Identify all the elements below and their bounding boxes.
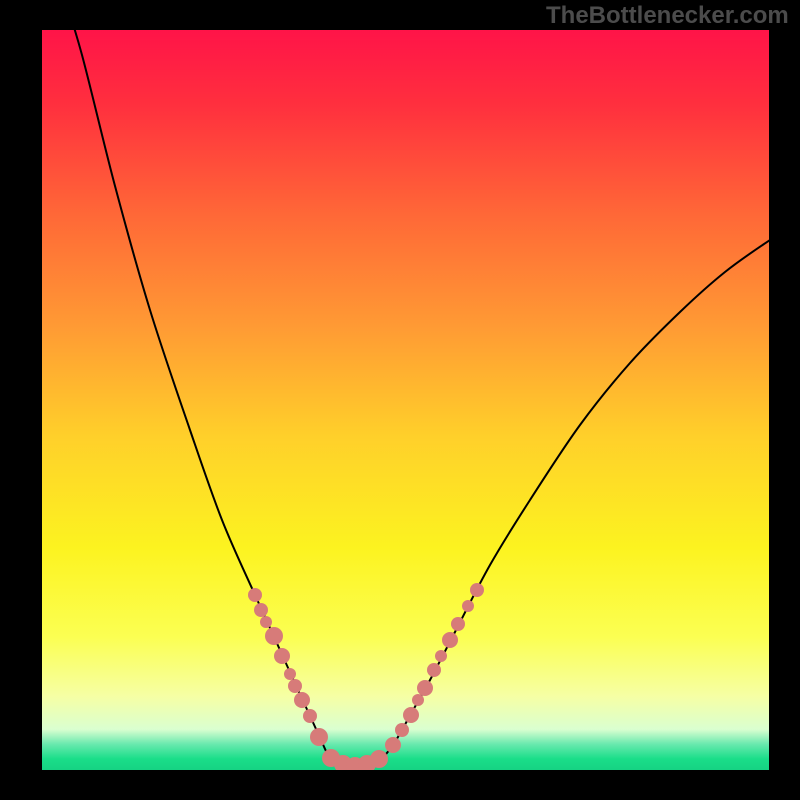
data-marker — [254, 603, 268, 617]
data-marker — [417, 680, 433, 696]
data-marker — [288, 679, 302, 693]
data-markers — [248, 583, 484, 775]
data-marker — [412, 694, 424, 706]
data-marker — [294, 692, 310, 708]
data-marker — [248, 588, 262, 602]
data-marker — [435, 650, 447, 662]
data-marker — [370, 750, 388, 768]
chart-container: TheBottlenecker.com — [0, 0, 800, 800]
data-marker — [385, 737, 401, 753]
data-marker — [462, 600, 474, 612]
data-marker — [303, 709, 317, 723]
data-marker — [310, 728, 328, 746]
v-curve-line — [62, 0, 800, 766]
data-marker — [442, 632, 458, 648]
data-marker — [470, 583, 484, 597]
data-marker — [265, 627, 283, 645]
data-marker — [260, 616, 272, 628]
data-marker — [284, 668, 296, 680]
curve-overlay — [0, 0, 800, 800]
data-marker — [451, 617, 465, 631]
data-marker — [403, 707, 419, 723]
data-marker — [274, 648, 290, 664]
data-marker — [427, 663, 441, 677]
watermark-text: TheBottlenecker.com — [546, 2, 789, 30]
data-marker — [395, 723, 409, 737]
